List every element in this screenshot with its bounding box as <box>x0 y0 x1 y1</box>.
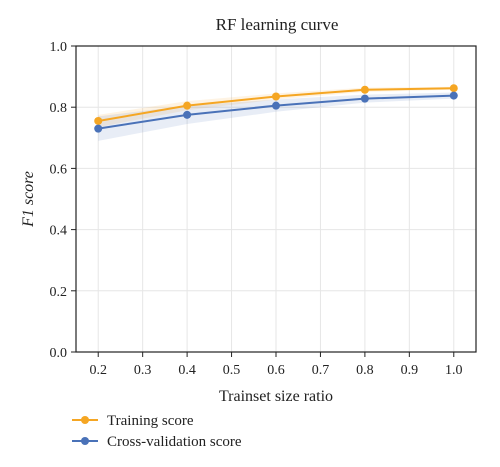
legend-label-cross-validation: Cross-validation score <box>107 434 242 450</box>
axis-ticks: 0.2 0.3 0.4 0.5 0.6 0.7 0.8 0.9 1.0 0.0 0.2 0.4 0.6 0… <box>50 40 463 378</box>
x-axis-label: Trainset size ratio <box>219 388 333 405</box>
legend-marker-cross-validation <box>81 437 89 445</box>
chart-title: RF learning curve <box>216 15 339 34</box>
legend-item-training: Training score <box>72 413 194 429</box>
y-tick-label: 0.6 <box>50 162 68 177</box>
x-tick-label: 0.3 <box>134 363 152 378</box>
point-training-score <box>360 85 369 94</box>
point-cross-validation-score <box>94 124 103 133</box>
point-training-score <box>449 84 458 93</box>
y-tick-label: 0.8 <box>50 101 68 116</box>
y-tick-label: 0.2 <box>50 285 68 300</box>
y-tick-label: 0.4 <box>50 224 68 239</box>
legend-marker-training <box>81 416 89 424</box>
point-training-score <box>272 92 280 101</box>
point-cross-validation-score <box>449 91 458 100</box>
grid <box>76 45 476 353</box>
point-training-score <box>94 116 103 125</box>
x-tick-label: 1.0 <box>445 363 463 378</box>
x-tick-label: 0.7 <box>312 363 330 378</box>
x-tick-label: 0.6 <box>267 363 285 378</box>
x-tick-label: 0.9 <box>401 363 419 378</box>
x-tick-label: 0.5 <box>223 363 241 378</box>
legend: Training score Cross-validation score <box>72 413 242 450</box>
point-training-score <box>183 101 192 110</box>
series-lines <box>94 84 458 133</box>
y-tick-label: 0.0 <box>50 346 68 361</box>
x-tick-label: 0.4 <box>178 363 196 378</box>
x-tick-label: 0.8 <box>356 363 374 378</box>
legend-item-cross-validation: Cross-validation score <box>72 434 242 450</box>
point-cross-validation-score <box>183 110 192 119</box>
y-tick-label: 1.0 <box>50 40 68 55</box>
legend-label-training: Training score <box>107 413 194 429</box>
y-axis-label: F1 score <box>20 171 37 228</box>
point-cross-validation-score <box>272 101 280 110</box>
point-cross-validation-score <box>360 94 369 103</box>
x-tick-label: 0.2 <box>89 363 107 378</box>
